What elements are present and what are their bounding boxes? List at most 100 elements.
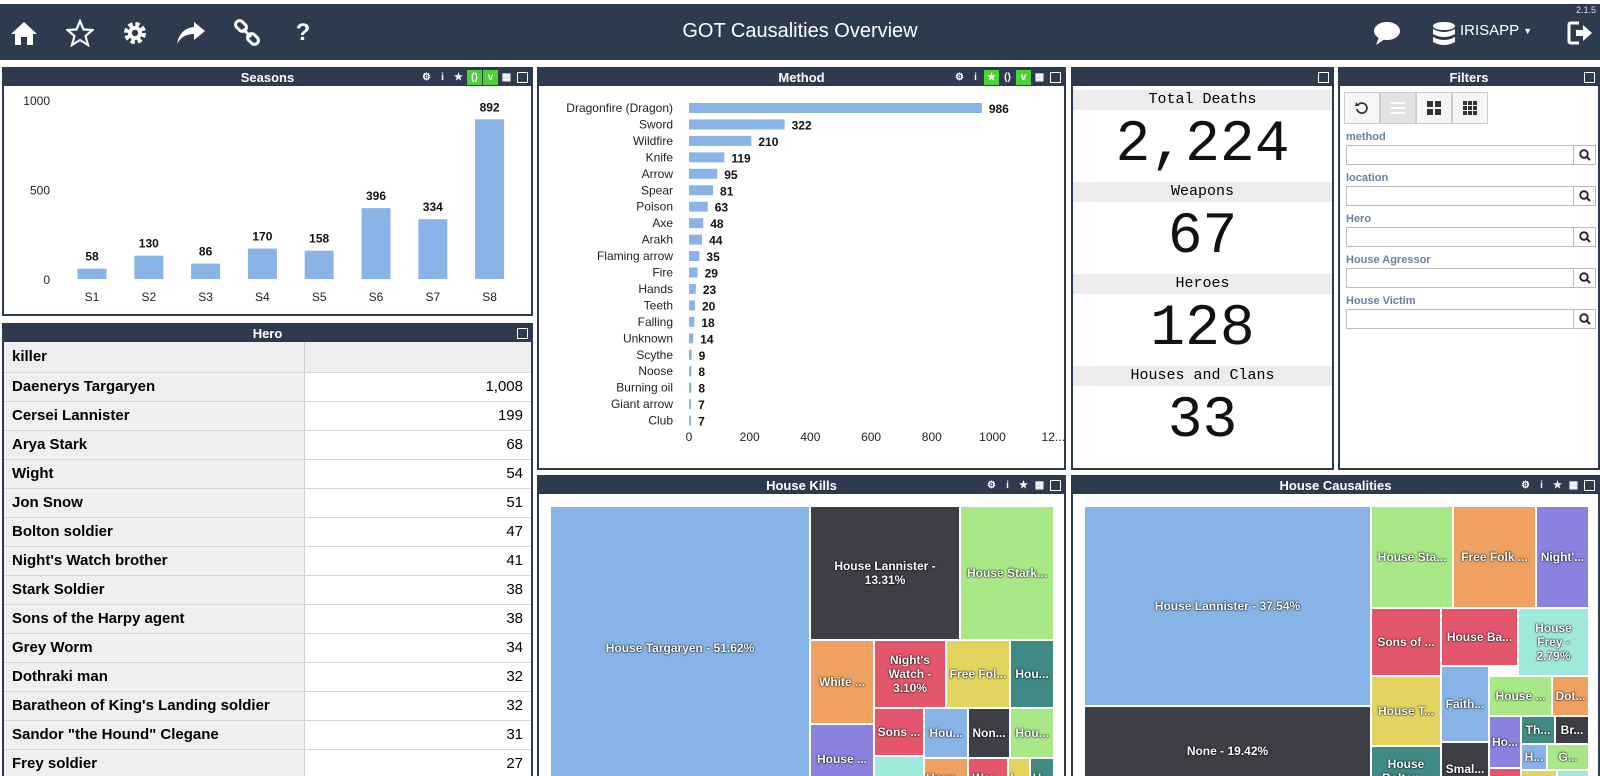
treemap-cell[interactable]: Hous... — [924, 758, 968, 776]
treemap-cell[interactable]: House Stark... — [960, 506, 1054, 640]
logout-icon[interactable] — [1564, 18, 1596, 48]
treemap-cell[interactable]: House Targaryen - 51.62% — [550, 506, 810, 776]
treemap-cell[interactable]: House T... — [1371, 676, 1441, 746]
treemap-cell[interactable]: House Bolton... — [1371, 746, 1441, 776]
treemap-cell[interactable]: Faith... — [1441, 666, 1489, 742]
treemap-cell[interactable] — [1521, 770, 1557, 776]
treemap-cell[interactable]: Dot... — [1552, 676, 1589, 716]
treemap-cell[interactable]: Sons of ... — [1371, 608, 1441, 676]
star-icon[interactable] — [65, 18, 95, 48]
check-icon[interactable]: v — [483, 70, 498, 85]
treemap-cell[interactable]: House ... — [810, 724, 874, 776]
treemap-cell[interactable]: Th... — [1521, 716, 1555, 744]
treemap-cell[interactable]: H... — [1521, 744, 1547, 770]
treemap-cell[interactable]: Hou... — [1010, 708, 1054, 758]
treemap-cell[interactable] — [1557, 770, 1589, 776]
search-icon[interactable] — [1574, 268, 1596, 288]
star-icon[interactable]: ★ — [984, 70, 999, 85]
treemap-cell[interactable]: Free Folk ... — [1453, 506, 1536, 608]
treemap-cell[interactable]: Night's Watch - 3.10% — [874, 640, 946, 708]
table-row[interactable]: Sons of the Harpy agent 38 — [4, 604, 531, 634]
info-icon[interactable]: i — [974, 72, 977, 83]
grid-3-icon[interactable] — [1452, 92, 1488, 124]
star-icon[interactable]: ★ — [1553, 480, 1562, 491]
treemap-cell[interactable]: Non... — [968, 708, 1010, 758]
treemap-cell[interactable]: Th... — [1489, 768, 1521, 776]
search-icon[interactable] — [1574, 309, 1596, 329]
filter-toggle-icon[interactable]: () — [467, 70, 482, 85]
filter-input[interactable] — [1346, 186, 1574, 206]
treemap-cell[interactable]: House Sta... — [1371, 506, 1453, 608]
table-icon[interactable]: ▦ — [1034, 72, 1045, 83]
treemap-cell[interactable]: White ... — [810, 640, 874, 724]
gear-icon[interactable] — [120, 18, 150, 48]
grid-2-icon[interactable] — [1416, 92, 1452, 124]
table-row[interactable]: Night's Watch brother 41 — [4, 546, 531, 576]
filter-input[interactable] — [1346, 227, 1574, 247]
table-row[interactable]: Cersei Lannister 199 — [4, 401, 531, 431]
search-icon[interactable] — [1574, 227, 1596, 247]
filter-input[interactable] — [1346, 268, 1574, 288]
table-icon[interactable]: ▦ — [1034, 480, 1045, 491]
info-icon[interactable]: i — [1540, 480, 1543, 491]
info-icon[interactable]: i — [1006, 480, 1009, 491]
filter-toggle-icon[interactable]: () — [1004, 72, 1011, 83]
list-view-icon[interactable] — [1380, 92, 1416, 124]
chat-icon[interactable] — [1372, 18, 1402, 48]
settings-icon[interactable]: ⚙ — [1521, 480, 1530, 491]
search-icon[interactable] — [1574, 145, 1596, 165]
table-row[interactable]: Jon Snow 51 — [4, 488, 531, 518]
treemap-cell[interactable]: House ... — [1489, 676, 1552, 716]
home-icon[interactable] — [9, 18, 39, 48]
user-menu[interactable]: IRISAPP ▼ — [1460, 22, 1532, 39]
treemap-cell[interactable]: Ho... — [1489, 716, 1521, 768]
search-icon[interactable] — [1574, 186, 1596, 206]
table-icon[interactable]: ▦ — [1568, 480, 1579, 491]
table-row[interactable]: Dothraki man 32 — [4, 662, 531, 692]
table-row[interactable]: Arya Stark 68 — [4, 430, 531, 460]
treemap-cell[interactable]: Br... — [1555, 716, 1589, 744]
treemap-cell[interactable] — [874, 756, 924, 776]
maximize-icon[interactable] — [1050, 72, 1061, 83]
table-row[interactable]: Stark Soldier 38 — [4, 575, 531, 605]
maximize-icon[interactable] — [1584, 72, 1595, 83]
settings-icon[interactable]: ⚙ — [987, 480, 996, 491]
table-row[interactable]: Sandor "the Hound" Clegane 31 — [4, 720, 531, 750]
maximize-icon[interactable] — [1050, 480, 1061, 491]
maximize-icon[interactable] — [1584, 480, 1595, 491]
treemap-cell[interactable]: Smal... — [1441, 742, 1489, 776]
maximize-icon[interactable] — [517, 72, 528, 83]
info-icon[interactable]: i — [441, 72, 444, 83]
column-header[interactable]: killer — [4, 342, 305, 373]
star-icon[interactable]: ★ — [1019, 480, 1028, 491]
table-row[interactable]: Bolton soldier 47 — [4, 517, 531, 547]
treemap-cell[interactable]: G... — [1547, 744, 1589, 770]
treemap-cell[interactable]: L... — [1008, 758, 1030, 776]
settings-icon[interactable]: ⚙ — [955, 72, 964, 83]
table-row[interactable]: Wight 54 — [4, 459, 531, 489]
link-icon[interactable] — [232, 18, 262, 48]
treemap-cell[interactable]: House Lannister - 37.54% — [1084, 506, 1371, 706]
treemap-cell[interactable]: None - 19.42% — [1084, 706, 1371, 776]
table-row[interactable]: Frey soldier 27 — [4, 749, 531, 776]
treemap-cell[interactable]: Night'... — [1536, 506, 1589, 608]
treemap-cell[interactable]: House Lannister - 13.31% — [810, 506, 960, 640]
treemap-cell[interactable]: House Frey - 2.79% — [1518, 608, 1589, 676]
maximize-icon[interactable] — [1318, 72, 1329, 83]
maximize-icon[interactable] — [517, 328, 528, 339]
table-row[interactable]: Daenerys Targaryen 1,008 — [4, 372, 531, 402]
treemap-cell[interactable]: House Ba... — [1441, 608, 1518, 666]
star-icon[interactable]: ★ — [454, 72, 463, 83]
treemap-cell[interactable]: Free Fol... — [946, 640, 1010, 708]
treemap-cell[interactable]: Hou... — [1010, 640, 1054, 708]
check-icon[interactable]: v — [1016, 70, 1031, 85]
share-icon[interactable] — [176, 18, 206, 48]
table-row[interactable]: Baratheon of King's Landing soldier 32 — [4, 691, 531, 721]
treemap-cell[interactable]: Sons ... — [874, 708, 924, 756]
filter-input[interactable] — [1346, 309, 1574, 329]
table-icon[interactable]: ▦ — [501, 72, 512, 83]
filter-input[interactable] — [1346, 145, 1574, 165]
treemap-cell[interactable]: H... — [1030, 758, 1054, 776]
help-icon[interactable]: ? — [295, 19, 311, 46]
treemap-cell[interactable]: Hou... — [924, 708, 968, 758]
